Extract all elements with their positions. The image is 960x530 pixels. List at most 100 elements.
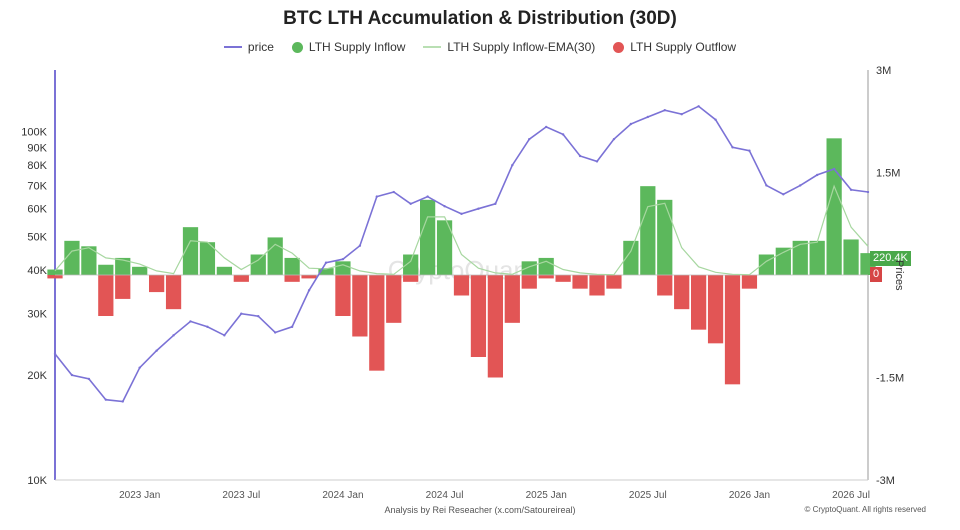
legend-item-price[interactable]: price bbox=[223, 40, 274, 54]
left-axis-tick-label: 90K bbox=[27, 142, 47, 154]
outflow-bar bbox=[284, 275, 300, 282]
right-axis-tick-label: 1.5M bbox=[876, 168, 900, 180]
analysis-credit: Analysis by Rei Reseacher (x.com/Satoure… bbox=[384, 505, 576, 515]
price-point bbox=[748, 149, 751, 152]
price-point bbox=[155, 349, 158, 352]
price-point bbox=[866, 190, 870, 194]
outflow-bar bbox=[149, 275, 165, 293]
inflow-bar bbox=[403, 254, 419, 275]
left-axis-tick-label: 60K bbox=[27, 204, 47, 216]
inflow-bar bbox=[81, 246, 97, 275]
legend-label-inflow: LTH Supply Inflow bbox=[308, 40, 406, 54]
right-axis-label: Prices bbox=[893, 260, 905, 291]
outflow-bar bbox=[470, 275, 487, 357]
last-value-inflow-badge: 220.4K bbox=[870, 251, 911, 266]
legend-item-inflow-ema[interactable]: LTH Supply Inflow-EMA(30) bbox=[423, 40, 595, 54]
price-point bbox=[714, 118, 717, 121]
legend-label-outflow: LTH Supply Outflow bbox=[630, 40, 737, 54]
inflow-bar bbox=[199, 242, 216, 275]
price-point bbox=[595, 160, 599, 163]
legend-swatch-inflow bbox=[291, 41, 303, 53]
left-axis-tick-label: 80K bbox=[27, 160, 47, 172]
price-point bbox=[849, 188, 853, 191]
inflow-bar bbox=[792, 240, 808, 275]
outflow-bar bbox=[521, 275, 537, 289]
outflow-bar bbox=[707, 275, 724, 344]
outflow-bar bbox=[98, 275, 114, 316]
price-point bbox=[663, 109, 666, 112]
inflow-bar bbox=[182, 227, 199, 275]
price-point bbox=[70, 373, 74, 377]
x-axis-tick-label: 2026 Jul bbox=[832, 490, 870, 501]
price-point bbox=[409, 202, 412, 205]
price-point bbox=[392, 190, 395, 194]
right-axis-tick-label: 3M bbox=[876, 65, 891, 77]
price-point bbox=[138, 366, 141, 369]
legend-swatch-outflow bbox=[613, 41, 625, 53]
price-point bbox=[104, 398, 108, 401]
x-axis-tick-label: 2025 Jan bbox=[526, 490, 567, 501]
price-point bbox=[206, 325, 209, 329]
legend-item-inflow[interactable]: LTH Supply Inflow bbox=[291, 40, 406, 54]
outflow-bar bbox=[538, 275, 554, 279]
left-axis-tick-label: 50K bbox=[27, 231, 47, 243]
outflow-bar bbox=[386, 275, 402, 323]
price-point bbox=[612, 137, 616, 141]
x-axis-tick-label: 2026 Jan bbox=[729, 490, 770, 501]
x-axis-tick-label: 2024 Jan bbox=[322, 490, 363, 501]
left-axis-tick-label: 70K bbox=[27, 180, 47, 192]
price-point bbox=[460, 212, 463, 216]
outflow-bar bbox=[487, 275, 503, 378]
inflow-bar bbox=[420, 199, 436, 275]
inflow-bar bbox=[335, 261, 351, 275]
inflow-bar bbox=[623, 240, 639, 275]
outflow-bar bbox=[165, 275, 182, 310]
inflow-bar bbox=[843, 239, 859, 275]
price-point bbox=[680, 113, 683, 116]
inflow-bar bbox=[657, 199, 673, 275]
inflow-bar bbox=[132, 266, 148, 275]
price-point bbox=[223, 334, 226, 337]
left-axis-tick-label: 100K bbox=[21, 126, 47, 138]
outflow-bar bbox=[657, 275, 673, 296]
inflow-bar bbox=[521, 261, 537, 275]
left-axis-tick-label: 10K bbox=[27, 475, 47, 487]
right-axis-tick-label: -3M bbox=[876, 475, 895, 487]
price-point bbox=[697, 105, 700, 108]
inflow-bar bbox=[98, 264, 114, 275]
chart-title: BTC LTH Accumulation & Distribution (30D… bbox=[283, 8, 677, 29]
x-axis-tick-label: 2023 Jan bbox=[119, 490, 160, 501]
outflow-bar bbox=[47, 275, 63, 279]
price-point bbox=[307, 289, 311, 292]
legend-item-outflow[interactable]: LTH Supply Outflow bbox=[613, 40, 736, 54]
inflow-bar bbox=[64, 240, 80, 275]
inflow-bar bbox=[115, 257, 131, 275]
outflow-bar bbox=[352, 275, 368, 337]
x-axis-tick-label: 2025 Jul bbox=[629, 490, 667, 501]
outflow-bar bbox=[572, 275, 588, 289]
outflow-bar bbox=[555, 275, 571, 282]
price-point bbox=[341, 257, 345, 261]
inflow-bar bbox=[436, 220, 453, 275]
outflow-bar bbox=[453, 275, 470, 296]
price-point bbox=[358, 244, 362, 247]
price-point bbox=[765, 184, 768, 187]
outflow-bar bbox=[369, 275, 385, 371]
right-axis-tick-label: -1.5M bbox=[876, 373, 904, 385]
legend-label-price: price bbox=[247, 40, 274, 54]
price-point bbox=[528, 137, 531, 141]
price-point bbox=[189, 320, 192, 323]
last-value-outflow-badge: 0 bbox=[870, 267, 883, 282]
outflow-bar bbox=[741, 275, 758, 289]
outflow-bar bbox=[301, 275, 317, 279]
x-axis-tick-label: 2024 Jul bbox=[426, 490, 464, 501]
outflow-bar bbox=[335, 275, 351, 316]
outflow-bar bbox=[691, 275, 707, 330]
price-point bbox=[290, 325, 294, 329]
price-point bbox=[257, 315, 260, 318]
price-point bbox=[731, 146, 734, 149]
price-point bbox=[53, 352, 57, 356]
legend-label-inflow-ema: LTH Supply Inflow-EMA(30) bbox=[447, 40, 596, 54]
